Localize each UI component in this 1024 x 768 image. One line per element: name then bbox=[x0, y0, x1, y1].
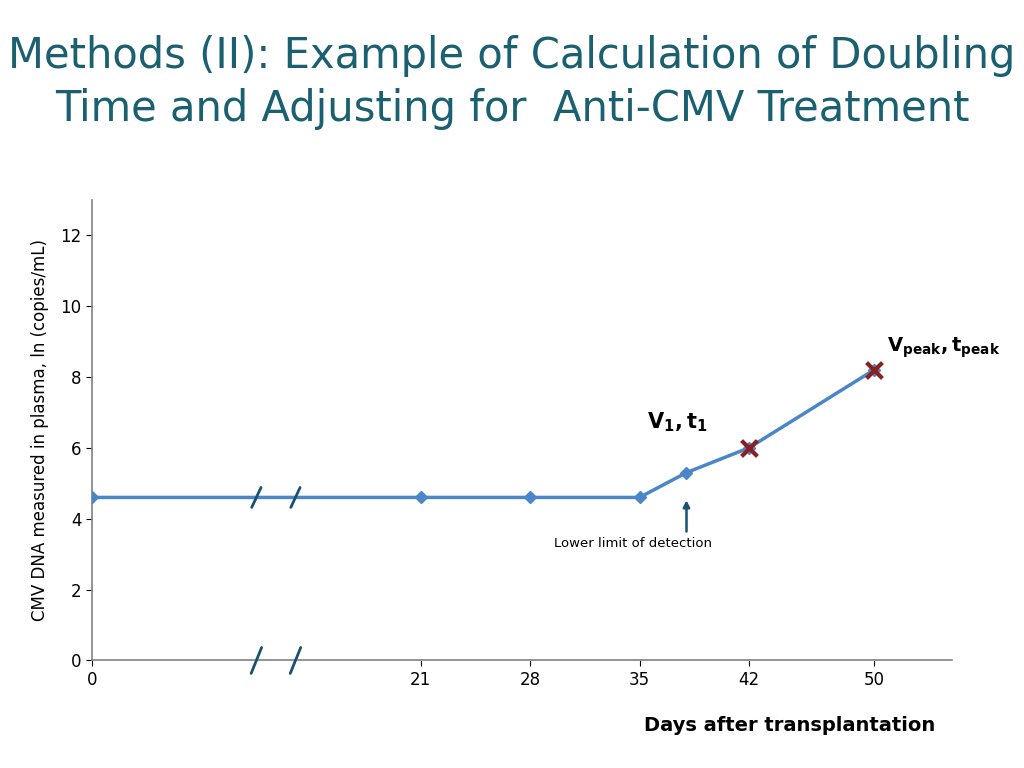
Text: Methods (II): Example of Calculation of Doubling: Methods (II): Example of Calculation of … bbox=[8, 35, 1016, 77]
Point bbox=[866, 364, 883, 376]
Text: Lower limit of detection: Lower limit of detection bbox=[554, 503, 712, 550]
Text: $\mathbf{V_{peak}}$$\mathbf{,t_{peak}}$: $\mathbf{V_{peak}}$$\mathbf{,t_{peak}}$ bbox=[887, 336, 1000, 360]
Text: Time and Adjusting for  Anti-CMV Treatment: Time and Adjusting for Anti-CMV Treatmen… bbox=[54, 88, 970, 131]
Text: $\mathbf{V_1}$$\mathbf{,t_1}$: $\mathbf{V_1}$$\mathbf{,t_1}$ bbox=[647, 410, 708, 434]
Y-axis label: CMV DNA measured in plasma, ln (copies/mL): CMV DNA measured in plasma, ln (copies/m… bbox=[32, 239, 49, 621]
Text: Days after transplantation: Days after transplantation bbox=[644, 716, 935, 735]
Point bbox=[740, 442, 757, 454]
